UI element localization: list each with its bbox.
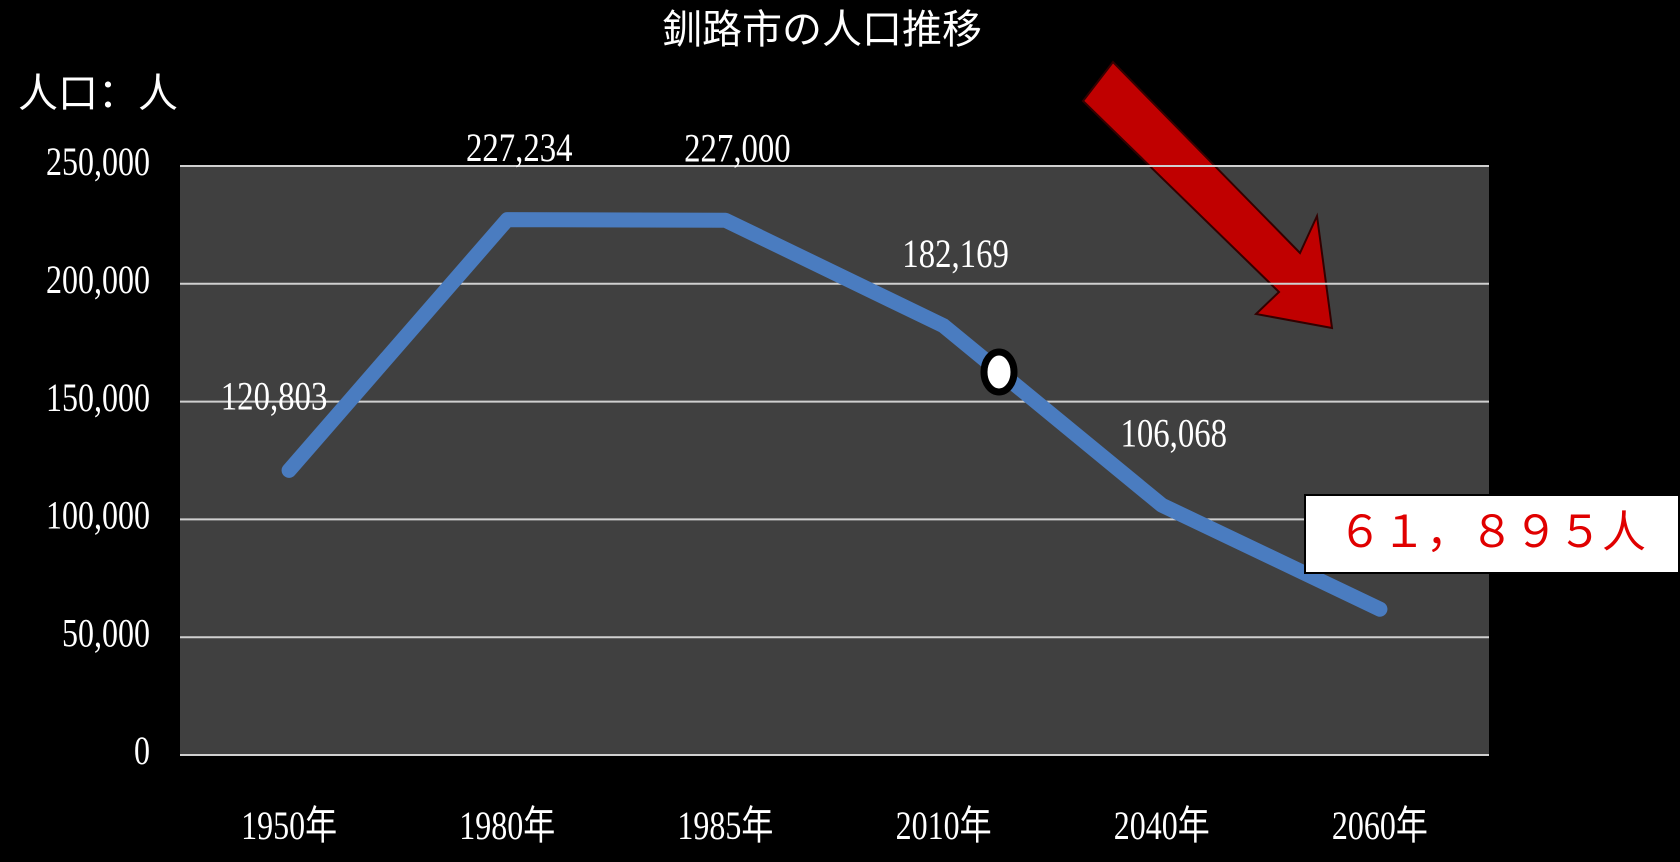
data-label: 182,169 — [902, 231, 1009, 276]
data-label: ６１，８９５人 — [1338, 507, 1646, 558]
y-axis-label: 人口：人 — [18, 71, 178, 116]
y-tick-label: 200,000 — [46, 258, 150, 302]
x-tick-label: 1950年 — [241, 804, 337, 848]
current-marker — [980, 348, 1018, 396]
x-tick-label: 2060年 — [1332, 804, 1428, 848]
x-tick-label: 2040年 — [1114, 804, 1210, 848]
callout-box — [1304, 494, 1680, 574]
y-tick-label: 0 — [134, 729, 150, 773]
data-label: 106,068 — [1120, 410, 1227, 455]
x-tick-label: 1980年 — [459, 804, 555, 848]
y-tick-label: 250,000 — [46, 140, 150, 184]
x-tick-label: 2010年 — [896, 804, 992, 848]
data-line — [281, 212, 1388, 617]
y-tick-label: 150,000 — [46, 375, 150, 419]
y-tick-label: 50,000 — [62, 611, 150, 655]
chart-title: 釧路市の人口推移 — [662, 7, 982, 53]
data-label: 120,803 — [221, 373, 328, 418]
y-tick-label: 100,000 — [46, 493, 150, 537]
data-label: 227,234 — [466, 125, 573, 170]
x-tick-label: 1985年 — [677, 804, 773, 848]
decline-arrow — [1081, 60, 1334, 330]
data-label: 227,000 — [684, 125, 791, 170]
